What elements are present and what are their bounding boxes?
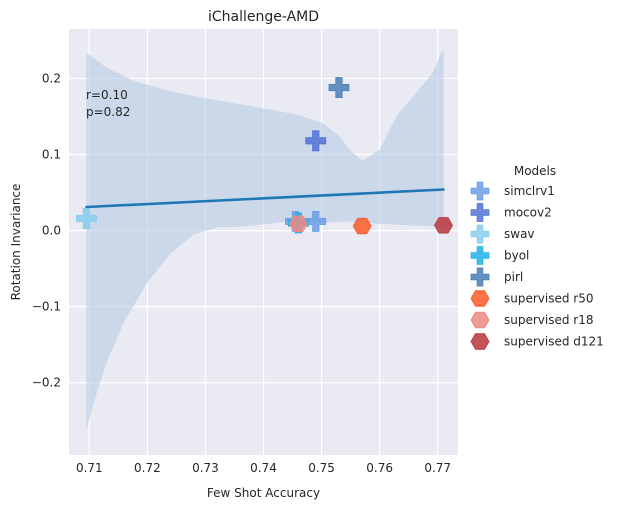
y-axis-label: Rotation Invariance xyxy=(9,184,23,301)
data-point-swav xyxy=(76,208,97,229)
x-tick-label: 0.72 xyxy=(134,461,161,475)
legend-marker-mocov2 xyxy=(470,203,490,222)
correlation-p: p=0.82 xyxy=(86,105,130,119)
confidence-band xyxy=(86,48,444,430)
legend-label-mocov2: mocov2 xyxy=(504,206,552,220)
legend-label-byol: byol xyxy=(504,249,529,263)
legend-marker-supervised-r50 xyxy=(470,290,490,307)
legend-label-simclrv1: simclrv1 xyxy=(504,184,555,198)
x-tick-label: 0.73 xyxy=(192,461,219,475)
y-tick-label: 0.2 xyxy=(42,71,61,85)
legend-label-supervised-r50: supervised r50 xyxy=(504,292,594,306)
y-tick-label: 0.1 xyxy=(42,148,61,162)
data-point-supervised-d121 xyxy=(434,217,453,234)
data-point-supervised-r18 xyxy=(288,215,308,232)
x-tick-label: 0.71 xyxy=(76,461,103,475)
legend-title: Models xyxy=(514,164,556,178)
x-tick-label: 0.76 xyxy=(366,461,393,475)
legend-marker-supervised-d121 xyxy=(470,333,490,350)
legend-label-supervised-d121: supervised d121 xyxy=(504,335,604,349)
data-point-pirl xyxy=(328,77,350,98)
data-points xyxy=(76,77,453,235)
legend-label-swav: swav xyxy=(504,227,535,241)
legend-marker-supervised-r18 xyxy=(470,311,490,329)
legend: Models simclrv1 mocov2 swav byol pirl supervi… xyxy=(470,164,604,350)
x-tick-label: 0.77 xyxy=(424,461,451,475)
data-point-supervised-r50 xyxy=(352,217,372,235)
y-tick-label: 0.0 xyxy=(42,224,61,238)
y-tick-labels: −0.2 −0.1 0.0 0.1 0.2 xyxy=(32,71,61,389)
x-tick-label: 0.75 xyxy=(308,461,335,475)
legend-marker-byol xyxy=(470,246,490,265)
chart-title: iChallenge-AMD xyxy=(208,9,319,25)
legend-label-supervised-r18: supervised r18 xyxy=(504,313,594,327)
regression-line-path xyxy=(85,188,445,209)
legend-label-pirl: pirl xyxy=(504,270,523,284)
legend-marker-swav xyxy=(470,224,490,244)
y-tick-label: −0.1 xyxy=(32,300,61,314)
x-tick-labels: 0.71 0.72 0.73 0.74 0.75 0.76 0.77 xyxy=(76,461,451,475)
data-point-simclrv1 xyxy=(305,211,327,232)
regression-line xyxy=(85,188,445,209)
x-tick-label: 0.74 xyxy=(250,461,277,475)
data-point-mocov2 xyxy=(305,130,327,152)
correlation-r: r=0.10 xyxy=(86,88,128,102)
legend-marker-pirl xyxy=(470,267,490,287)
y-tick-label: −0.2 xyxy=(32,376,61,390)
legend-marker-simclrv1 xyxy=(470,181,490,201)
confidence-band-area xyxy=(86,48,444,430)
x-axis-label: Few Shot Accuracy xyxy=(207,486,320,500)
